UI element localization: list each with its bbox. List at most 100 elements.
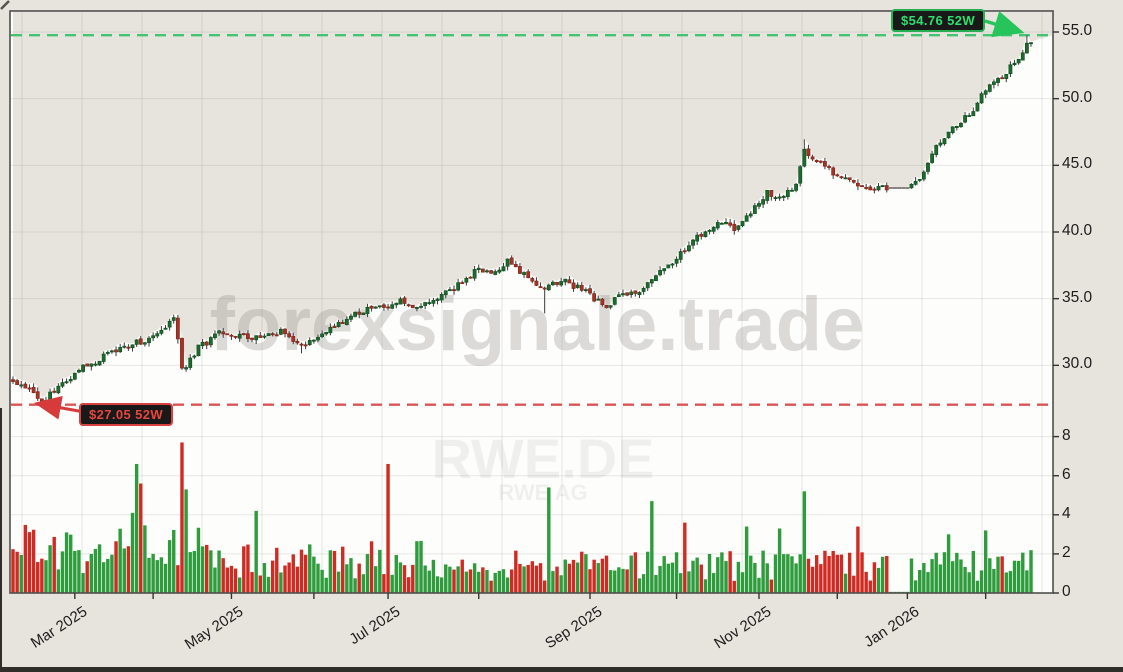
candle-body: [97, 360, 102, 366]
candle-body: [336, 322, 341, 327]
volume-bar: [629, 555, 633, 593]
volume-bar: [720, 552, 724, 593]
candle-body: [608, 305, 613, 308]
candle-body: [258, 335, 263, 338]
candle-body: [600, 298, 605, 306]
volume-bar: [707, 553, 712, 593]
volume-bar: [394, 554, 398, 593]
candle-body: [377, 305, 382, 308]
candle-body: [612, 297, 617, 305]
candle-body: [118, 347, 123, 353]
volume-bar: [439, 577, 444, 593]
volume-bar: [31, 529, 36, 593]
candle-body: [571, 282, 576, 289]
candle-body: [81, 364, 85, 372]
volume-bar: [646, 551, 650, 593]
candle-body: [802, 148, 807, 167]
volume-bar: [262, 563, 267, 593]
price-tick-label: 55.0: [1062, 22, 1093, 39]
volume-bar: [608, 570, 613, 593]
volume-bar: [485, 570, 489, 593]
candle-body: [134, 339, 139, 345]
volume-bar: [415, 541, 419, 593]
volume-bar: [773, 554, 778, 593]
candle-body: [114, 349, 118, 353]
volume-bar: [534, 565, 539, 593]
candle-body: [23, 383, 28, 389]
volume-bar: [983, 530, 988, 593]
candle-body: [72, 372, 77, 380]
volume-bar: [563, 559, 567, 593]
candle-body: [534, 280, 539, 286]
volume-bar: [592, 559, 596, 593]
volume-bar: [19, 554, 23, 593]
candle-body: [954, 125, 959, 129]
volume-bar: [444, 564, 448, 593]
volume-bar: [147, 557, 151, 593]
candle-body: [456, 282, 461, 291]
candle-body: [699, 233, 704, 237]
candle-body: [538, 286, 543, 289]
volume-bar: [254, 510, 258, 593]
52w-high-badge[interactable]: $54.76 52W: [891, 9, 986, 32]
candle-body: [472, 269, 477, 279]
volume-bar: [1016, 560, 1021, 593]
candle-body: [427, 302, 432, 304]
volume-bar: [584, 554, 588, 593]
candle-body: [299, 343, 304, 346]
candle-body: [798, 166, 803, 184]
52w-level-lines: [11, 34, 1052, 406]
volume-bar: [613, 570, 617, 593]
annotation-arrows: [34, 11, 1025, 420]
volume-bar: [378, 549, 382, 593]
volume-bar: [295, 566, 300, 593]
candle-body: [654, 275, 658, 281]
volume-bar: [934, 552, 938, 593]
volume-bar: [542, 580, 547, 593]
candle-body: [167, 320, 172, 328]
candle-body: [670, 263, 675, 266]
candle-body: [241, 333, 246, 336]
candle-body: [39, 398, 44, 403]
candle-body: [485, 270, 489, 273]
candle-body: [934, 145, 939, 155]
candle-body: [921, 171, 926, 180]
candle-body: [847, 177, 852, 181]
volume-bar: [575, 562, 580, 593]
volume-bar: [85, 561, 89, 593]
volume-bar: [353, 578, 357, 593]
volume-bar: [691, 560, 695, 593]
candle-body: [1024, 42, 1029, 54]
volume-bar: [839, 554, 844, 593]
volume-bar: [724, 561, 728, 593]
volume-bar: [176, 565, 180, 593]
candle-body: [616, 294, 621, 297]
volume-bar: [184, 489, 188, 593]
volume-bar: [761, 550, 765, 593]
candle-body: [950, 126, 955, 133]
volume-bar: [777, 528, 782, 593]
volume-bar: [711, 573, 716, 593]
candle-body: [505, 258, 510, 267]
candle-body: [52, 390, 57, 393]
candle-body: [781, 195, 786, 198]
volume-bar: [604, 555, 609, 593]
volume-bar: [237, 577, 242, 593]
volume-bar: [373, 566, 378, 593]
candle-body: [19, 384, 24, 387]
candle-body: [217, 330, 221, 334]
candle-body: [736, 225, 741, 230]
candle-body: [1020, 52, 1025, 61]
candle-body: [559, 281, 564, 286]
volume-bar: [740, 572, 745, 593]
candle-body: [633, 290, 638, 294]
volume-bar: [279, 572, 283, 593]
volume-bar: [246, 544, 250, 593]
candle-body: [105, 352, 110, 354]
52w-low-badge[interactable]: $27.05 52W: [79, 403, 174, 426]
watermark-company: RWE AG: [498, 480, 587, 505]
volume-bar: [40, 558, 44, 593]
volume-bar: [213, 567, 217, 593]
volume-bar: [69, 534, 73, 593]
